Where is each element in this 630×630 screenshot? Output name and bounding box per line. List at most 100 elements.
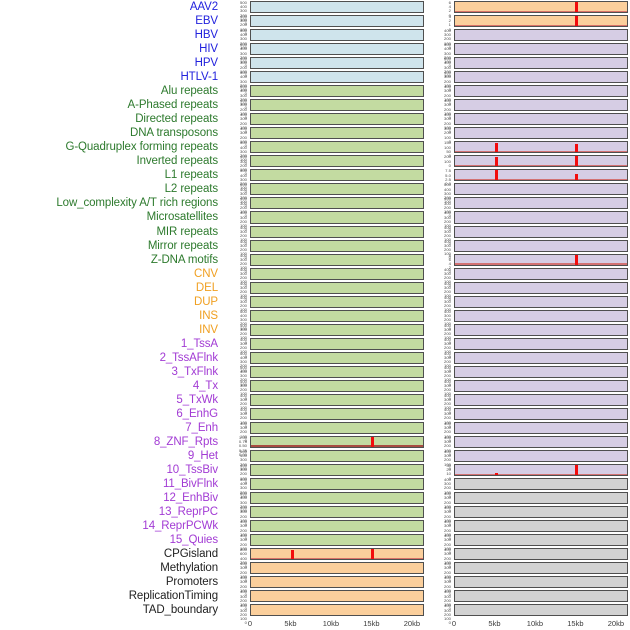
- row-label-replicationtiming[interactable]: ReplicationTiming: [0, 589, 222, 603]
- track-panel-right-aav2[interactable]: [454, 1, 628, 14]
- track-panel-right-tad-boundary[interactable]: [454, 604, 628, 617]
- row-label-12-enhbiv[interactable]: 12_EnhBiv: [0, 491, 222, 505]
- track-panel-left-g-quadruplex-forming-repeats[interactable]: [250, 141, 424, 154]
- track-panel-right-15-quies[interactable]: [454, 534, 628, 547]
- track-panel-right-hiv[interactable]: [454, 43, 628, 56]
- track-panel-right-dna-transposons[interactable]: [454, 127, 628, 140]
- track-panel-left-ins[interactable]: [250, 309, 424, 322]
- row-label-l1-repeats[interactable]: L1 repeats: [0, 168, 222, 182]
- track-panel-right-mirror-repeats[interactable]: [454, 239, 628, 252]
- track-panel-left-dup[interactable]: [250, 295, 424, 308]
- row-label-tad-boundary[interactable]: TAD_boundary: [0, 603, 222, 617]
- row-label-methylation[interactable]: Methylation: [0, 561, 222, 575]
- track-panel-right-htlv-1[interactable]: [454, 71, 628, 84]
- row-label-2-tssaflnk[interactable]: 2_TssAFlnk: [0, 351, 222, 365]
- track-panel-left-l1-repeats[interactable]: [250, 169, 424, 182]
- track-panel-right-g-quadruplex-forming-repeats[interactable]: [454, 141, 628, 154]
- track-panel-right-9-het[interactable]: [454, 450, 628, 463]
- track-panel-left-dna-transposons[interactable]: [250, 127, 424, 140]
- track-panel-right-3-txflnk[interactable]: [454, 365, 628, 378]
- track-panel-left-6-enhg[interactable]: [250, 407, 424, 420]
- track-panel-right-inverted-repeats[interactable]: [454, 155, 628, 168]
- track-panel-left-cnv[interactable]: [250, 267, 424, 280]
- track-panel-left-aav2[interactable]: [250, 1, 424, 14]
- row-label-directed-repeats[interactable]: Directed repeats: [0, 112, 222, 126]
- track-panel-right-hbv[interactable]: [454, 29, 628, 42]
- row-label-dup[interactable]: DUP: [0, 295, 222, 309]
- row-label-alu-repeats[interactable]: Alu repeats: [0, 84, 222, 98]
- track-panel-right-8-znf-rpts[interactable]: [454, 435, 628, 448]
- track-panel-left-hbv[interactable]: [250, 29, 424, 42]
- track-panel-right-methylation[interactable]: [454, 562, 628, 575]
- row-label-mirror-repeats[interactable]: Mirror repeats: [0, 239, 222, 253]
- row-label-aav2[interactable]: AAV2: [0, 0, 222, 14]
- track-panel-right-10-tssbiv[interactable]: [454, 464, 628, 477]
- track-panel-right-14-reprpcwk[interactable]: [454, 520, 628, 533]
- track-panel-left-mirror-repeats[interactable]: [250, 239, 424, 252]
- row-label-ebv[interactable]: EBV: [0, 14, 222, 28]
- track-panel-left-cpgisland[interactable]: [250, 548, 424, 561]
- track-panel-left-1-tssa[interactable]: [250, 337, 424, 350]
- row-label-promoters[interactable]: Promoters: [0, 575, 222, 589]
- track-panel-left-htlv-1[interactable]: [250, 71, 424, 84]
- row-label-15-quies[interactable]: 15_Quies: [0, 533, 222, 547]
- track-panel-right-cnv[interactable]: [454, 267, 628, 280]
- track-panel-left-9-het[interactable]: [250, 450, 424, 463]
- row-label-4-tx[interactable]: 4_Tx: [0, 379, 222, 393]
- row-label-7-enh[interactable]: 7_Enh: [0, 421, 222, 435]
- track-panel-right-ins[interactable]: [454, 309, 628, 322]
- track-panel-left-14-reprpcwk[interactable]: [250, 520, 424, 533]
- row-label-ins[interactable]: INS: [0, 309, 222, 323]
- track-panel-right-4-tx[interactable]: [454, 379, 628, 392]
- row-label-5-txwk[interactable]: 5_TxWk: [0, 393, 222, 407]
- track-panel-right-cpgisland[interactable]: [454, 548, 628, 561]
- track-panel-left-13-reprpc[interactable]: [250, 506, 424, 519]
- row-label-a-phased-repeats[interactable]: A-Phased repeats: [0, 98, 222, 112]
- track-panel-left-promoters[interactable]: [250, 576, 424, 589]
- track-panel-left-replicationtiming[interactable]: [250, 590, 424, 603]
- track-panel-left-microsatellites[interactable]: [250, 211, 424, 224]
- track-panel-left-8-znf-rpts[interactable]: [250, 435, 424, 448]
- row-label-inverted-repeats[interactable]: Inverted repeats: [0, 154, 222, 168]
- track-panel-right-13-reprpc[interactable]: [454, 506, 628, 519]
- row-label-mir-repeats[interactable]: MIR repeats: [0, 225, 222, 239]
- row-label-cnv[interactable]: CNV: [0, 267, 222, 281]
- row-label-11-bivflnk[interactable]: 11_BivFlnk: [0, 477, 222, 491]
- track-panel-left-directed-repeats[interactable]: [250, 113, 424, 126]
- track-panel-left-15-quies[interactable]: [250, 534, 424, 547]
- track-panel-left-hiv[interactable]: [250, 43, 424, 56]
- track-panel-left-7-enh[interactable]: [250, 421, 424, 434]
- track-panel-right-microsatellites[interactable]: [454, 211, 628, 224]
- track-panel-left-alu-repeats[interactable]: [250, 85, 424, 98]
- track-panel-left-12-enhbiv[interactable]: [250, 492, 424, 505]
- row-label-14-reprpcwk[interactable]: 14_ReprPCWk: [0, 519, 222, 533]
- row-label-hpv[interactable]: HPV: [0, 56, 222, 70]
- track-panel-left-10-tssbiv[interactable]: [250, 464, 424, 477]
- track-panel-right-hpv[interactable]: [454, 57, 628, 70]
- track-panel-right-inv[interactable]: [454, 323, 628, 336]
- track-panel-right-7-enh[interactable]: [454, 421, 628, 434]
- row-label-hbv[interactable]: HBV: [0, 28, 222, 42]
- track-panel-left-mir-repeats[interactable]: [250, 225, 424, 238]
- track-panel-right-dup[interactable]: [454, 295, 628, 308]
- row-label-microsatellites[interactable]: Microsatellites: [0, 210, 222, 224]
- track-panel-left-inv[interactable]: [250, 323, 424, 336]
- row-label-htlv-1[interactable]: HTLV-1: [0, 70, 222, 84]
- track-panel-right-ebv[interactable]: [454, 15, 628, 28]
- track-panel-left-hpv[interactable]: [250, 57, 424, 70]
- track-panel-right-promoters[interactable]: [454, 576, 628, 589]
- row-label-inv[interactable]: INV: [0, 323, 222, 337]
- track-panel-left-l2-repeats[interactable]: [250, 183, 424, 196]
- track-panel-left-4-tx[interactable]: [250, 379, 424, 392]
- row-label-13-reprpc[interactable]: 13_ReprPC: [0, 505, 222, 519]
- track-panel-right-z-dna-motifs[interactable]: [454, 253, 628, 266]
- row-label-cpgisland[interactable]: CPGisland: [0, 547, 222, 561]
- track-panel-left-5-txwk[interactable]: [250, 393, 424, 406]
- track-panel-right-6-enhg[interactable]: [454, 407, 628, 420]
- row-label-10-tssbiv[interactable]: 10_TssBiv: [0, 463, 222, 477]
- track-panel-right-low-complexity-a-t-rich-regions[interactable]: [454, 197, 628, 210]
- track-panel-right-del[interactable]: [454, 281, 628, 294]
- track-panel-right-5-txwk[interactable]: [454, 393, 628, 406]
- track-panel-right-1-tssa[interactable]: [454, 337, 628, 350]
- row-label-low-complexity-a-t-rich-regions[interactable]: Low_complexity A/T rich regions: [0, 196, 222, 210]
